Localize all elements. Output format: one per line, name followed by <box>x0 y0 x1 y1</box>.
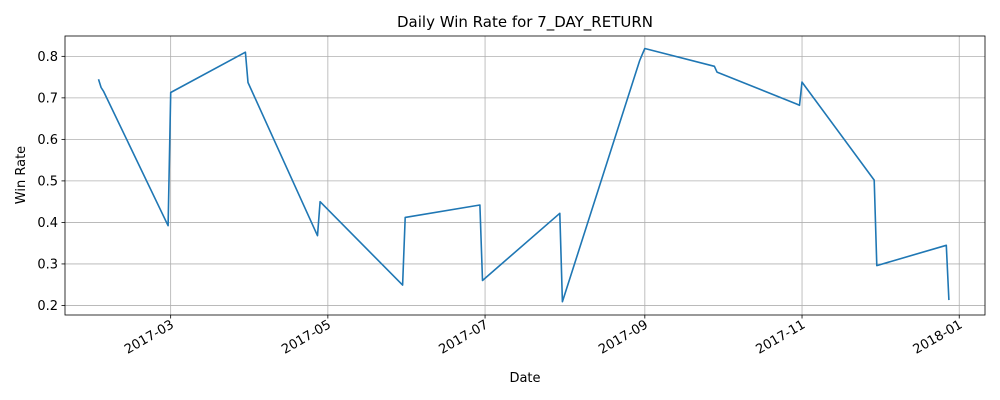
x-tick-label: 2017-11 <box>753 317 808 357</box>
y-tick-label: 0.6 <box>37 133 58 148</box>
y-axis-label: Win Rate <box>14 146 29 204</box>
y-axis: 0.2 0.3 0.4 0.5 0.6 0.7 0.8 <box>37 50 65 314</box>
chart-title: Daily Win Rate for 7_DAY_RETURN <box>397 13 653 32</box>
x-tick-label: 2017-09 <box>596 317 651 357</box>
x-tick-label: 2017-07 <box>437 317 492 357</box>
y-tick-label: 0.7 <box>37 91 58 106</box>
x-tick-label: 2017-05 <box>279 317 334 357</box>
grid-lines <box>65 36 985 315</box>
y-tick-label: 0.4 <box>37 216 58 231</box>
y-tick-label: 0.2 <box>37 299 58 314</box>
y-tick-label: 0.8 <box>37 50 58 65</box>
x-axis-label: Date <box>509 371 540 386</box>
y-tick-label: 0.5 <box>37 174 58 189</box>
plot-frame <box>64 35 986 316</box>
x-tick-label: 2017-03 <box>122 317 177 357</box>
y-tick-label: 0.3 <box>37 257 58 272</box>
series-line <box>97 47 950 303</box>
series-group <box>97 47 950 303</box>
x-tick-label: 2018-01 <box>911 317 966 357</box>
x-axis: 2017-03 2017-05 2017-07 2017-09 2017-11 2018-… <box>122 315 965 358</box>
